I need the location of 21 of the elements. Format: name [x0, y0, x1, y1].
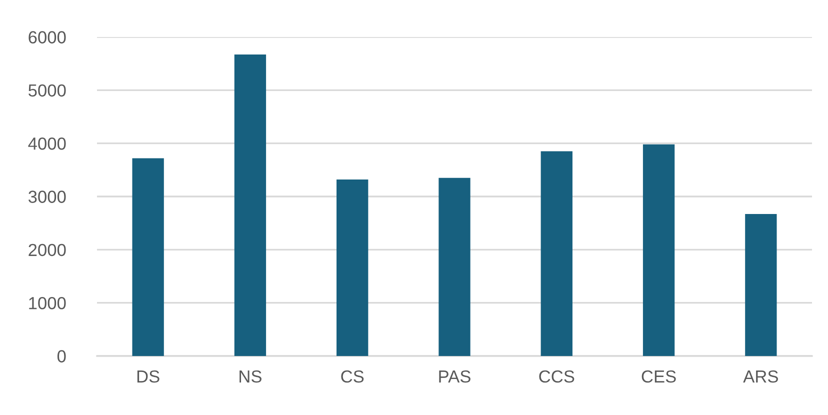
x-tick-label: PAS [439, 370, 470, 383]
y-tick-label: 2000 [28, 244, 66, 256]
bar [745, 214, 777, 356]
y-tick-label: 6000 [28, 31, 66, 44]
x-tick-label: CS [341, 370, 364, 383]
y-tick-label: 5000 [28, 84, 66, 97]
y-tick-label: 0 [57, 350, 66, 362]
y-tick-label: 3000 [28, 190, 66, 203]
bar [642, 144, 675, 356]
bar [438, 178, 470, 356]
x-tick-label: DS [137, 370, 160, 383]
x-tick-label: CES [642, 370, 676, 383]
x-tick-label: ARS [743, 370, 778, 383]
bar [540, 151, 572, 356]
x-tick-label: CCS [539, 370, 574, 383]
bar [132, 158, 164, 356]
bar [234, 54, 266, 356]
y-tick-label: 4000 [28, 138, 66, 150]
y-tick-label: 1000 [29, 297, 66, 310]
x-tick-label: NS [240, 370, 262, 383]
bar [336, 179, 368, 356]
